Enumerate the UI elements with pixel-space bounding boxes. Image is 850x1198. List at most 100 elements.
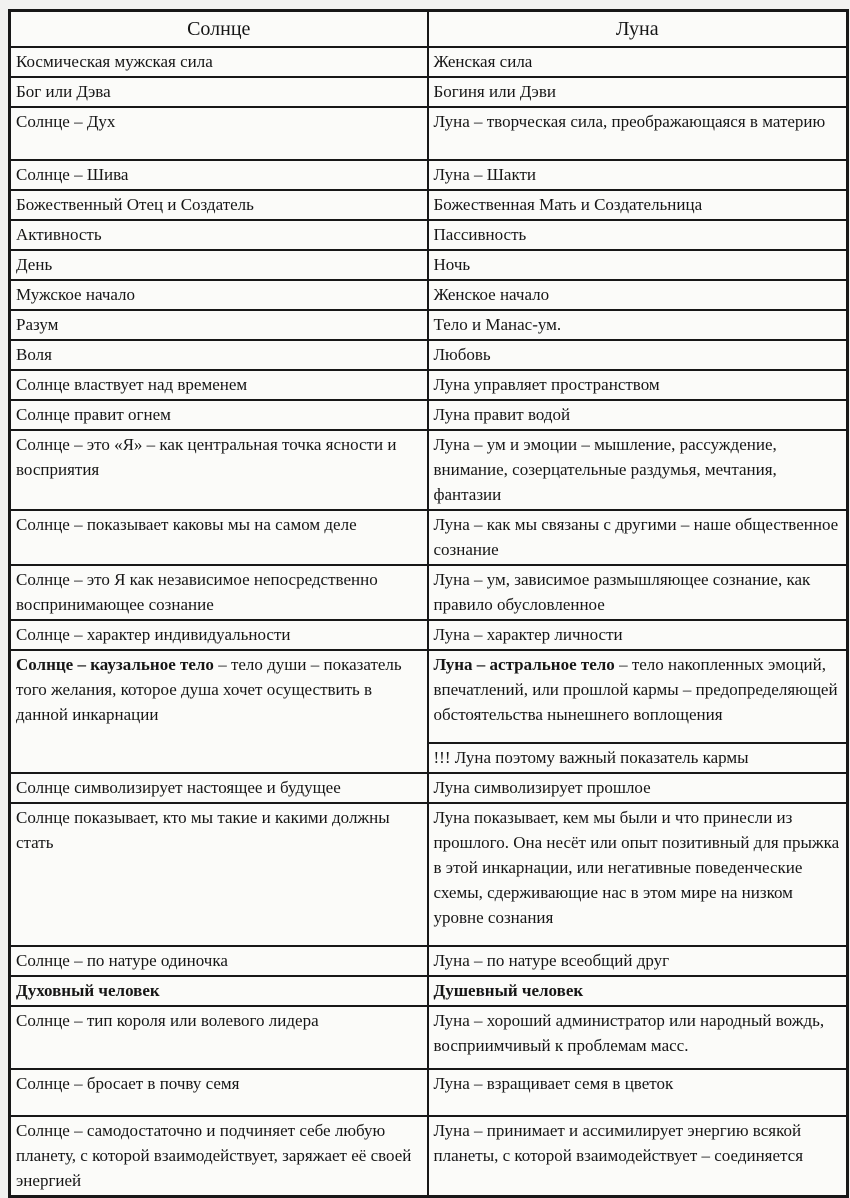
sun-cell: Солнце властвует над временем [8,369,429,401]
moon-cell: Луна – принимает и ассимилирует энергию … [426,1115,849,1198]
cell-text: Космическая мужская сила [16,52,213,71]
table-row: Солнце – это Я как независимое непосредс… [8,564,849,621]
moon-subnote-cell: !!! Луна поэтому важный показатель кармы [426,742,849,774]
moon-cell: Божественная Мать и Создательница [426,189,849,221]
moon-cell: Луна – ум, зависимое размышляющее сознан… [426,564,849,621]
cell-text: Луна управляет пространством [433,375,660,394]
moon-column-header: Луна [426,9,849,48]
table-row: Солнце – Дух Луна – творческая сила, пре… [8,106,849,161]
sun-cell: Мужское начало [8,279,429,311]
moon-cell: Луна – творческая сила, преображающаяся … [426,106,849,161]
cell-text: Бог или Дэва [16,82,111,101]
cell-text: Женское начало [433,285,550,304]
moon-cell: Женское начало [426,279,849,311]
cell-text: Божественный Отец и Создатель [16,195,254,214]
cell-text: Луна показывает, кем мы были и что прине… [433,808,840,927]
sun-cell: Солнце – каузальное тело – тело души – п… [8,649,429,774]
cell-text: Луна – по натуре всеобщий друг [433,951,670,970]
table-row: Солнце – по натуре одиночка Луна – по на… [8,945,849,977]
sun-cell: Космическая мужская сила [8,46,429,78]
sun-cell: Солнце правит огнем [8,399,429,431]
table-subrow-karma-note: !!! Луна поэтому важный показатель кармы [10,742,849,774]
moon-cell: Луна – по натуре всеобщий друг [426,945,849,977]
sun-cell: День [8,249,429,281]
sun-cell: Солнце показывает, кто мы такие и какими… [8,802,429,947]
sun-cell: Бог или Дэва [8,76,429,108]
cell-text: Любовь [433,345,491,364]
moon-cell: Тело и Манас-ум. [426,309,849,341]
cell-text: Солнце – Дух [16,112,116,131]
sun-cell: Солнце – Шива [8,159,429,191]
cell-text: !!! Луна поэтому важный показатель кармы [433,748,749,767]
cell-text: Женская сила [433,52,533,71]
moon-cell: Ночь [426,249,849,281]
table-row: Бог или Дэва Богиня или Дэви [8,76,849,108]
cell-bold-text: Луна – астральное тело [433,655,615,674]
table-row: Солнце – это «Я» – как центральная точка… [8,429,849,511]
cell-text: Луна символизирует прошлое [433,778,651,797]
cell-text: Божественная Мать и Создательница [433,195,703,214]
document-page: Солнце Луна Космическая мужская сила Жен… [8,9,849,1198]
sun-cell: Солнце – показывает каковы мы на самом д… [8,509,429,566]
moon-cell: Женская сила [426,46,849,78]
moon-cell: Луна правит водой [426,399,849,431]
table-row: Активность Пассивность [8,219,849,251]
cell-text: Солнце властвует над временем [16,375,248,394]
moon-cell: Луна – ум и эмоции – мышление, рассужден… [426,429,849,511]
sun-cell: Божественный Отец и Создатель [8,189,429,221]
cell-text: Солнце – показывает каковы мы на самом д… [16,515,357,534]
table-row: Солнце – бросает в почву семя Луна – взр… [8,1068,849,1117]
moon-cell: Любовь [426,339,849,371]
cell-text: Солнце – тип короля или волевого лидера [16,1011,319,1030]
cell-text: Солнце правит огнем [16,405,171,424]
cell-text: Солнце – Шива [16,165,129,184]
cell-text: Луна правит водой [433,405,571,424]
cell-text: Солнце – по натуре одиночка [16,951,228,970]
table-row: Солнце – тип короля или волевого лидера … [8,1005,849,1070]
cell-text: Луна – характер личности [433,625,623,644]
table-row: Космическая мужская сила Женская сила [8,46,849,78]
cell-text: Луна – ум, зависимое размышляющее сознан… [433,570,811,614]
moon-cell: Луна – астральное тело – тело накопленны… [426,649,849,744]
sun-cell: Разум [8,309,429,341]
sun-column-header: Солнце [8,9,429,48]
table-row: Солнце – показывает каковы мы на самом д… [8,509,849,566]
table-row: Божественный Отец и Создатель Божественн… [8,189,849,221]
cell-text: Солнце – это Я как независимое непосредс… [16,570,378,614]
cell-text: – тело души – показатель того желания, к… [16,655,402,724]
table-row: Мужское начало Женское начало [8,279,849,311]
moon-cell: Луна – характер личности [426,619,849,651]
sun-cell: Солнце – это «Я» – как центральная точка… [8,429,429,511]
cell-text: Мужское начало [16,285,136,304]
cell-text: Ночь [433,255,471,274]
cell-text: Солнце – самодостаточно и подчиняет себе… [16,1121,412,1190]
sun-cell: Солнце – тип короля или волевого лидера [8,1005,429,1070]
cell-text: Луна – хороший администратор или народны… [433,1011,825,1055]
table-row: Разум Тело и Манас-ум. [8,309,849,341]
table-row: Солнце – характер индивидуальности Луна … [8,619,849,651]
comparison-table: Солнце Луна Космическая мужская сила Жен… [8,9,849,1198]
cell-text: Луна – Шакти [433,165,537,184]
cell-text: Луна – принимает и ассимилирует энергию … [433,1121,804,1165]
cell-text: Разум [16,315,59,334]
cell-text: Луна – творческая сила, преображающаяся … [433,112,826,131]
cell-bold-text: Душевный человек [433,981,584,1000]
sun-cell: Солнце – по натуре одиночка [8,945,429,977]
table-row: Солнце показывает, кто мы такие и какими… [8,802,849,947]
cell-text: – тело накопленных эмоций, впечатлений, … [433,655,838,724]
cell-text: Богиня или Дэви [433,82,556,101]
sun-cell: Солнце символизирует настоящее и будущее [8,772,429,804]
table-row-spiritual-person: Духовный человек Душевный человек [8,975,849,1007]
cell-text: Луна – как мы связаны с другими – наше о… [433,515,839,559]
cell-text: Воля [16,345,52,364]
moon-cell: Луна – Шакти [426,159,849,191]
table-row: Воля Любовь [8,339,849,371]
table-row: Солнце – самодостаточно и подчиняет себе… [8,1115,849,1198]
table-row: Солнце правит огнем Луна правит водой [8,399,849,431]
moon-cell: Душевный человек [426,975,849,1007]
moon-cell: Пассивность [426,219,849,251]
cell-text: День [16,255,53,274]
moon-cell: Богиня или Дэви [426,76,849,108]
moon-cell: Луна – хороший администратор или народны… [426,1005,849,1070]
sun-cell: Солнце – самодостаточно и подчиняет себе… [8,1115,429,1198]
